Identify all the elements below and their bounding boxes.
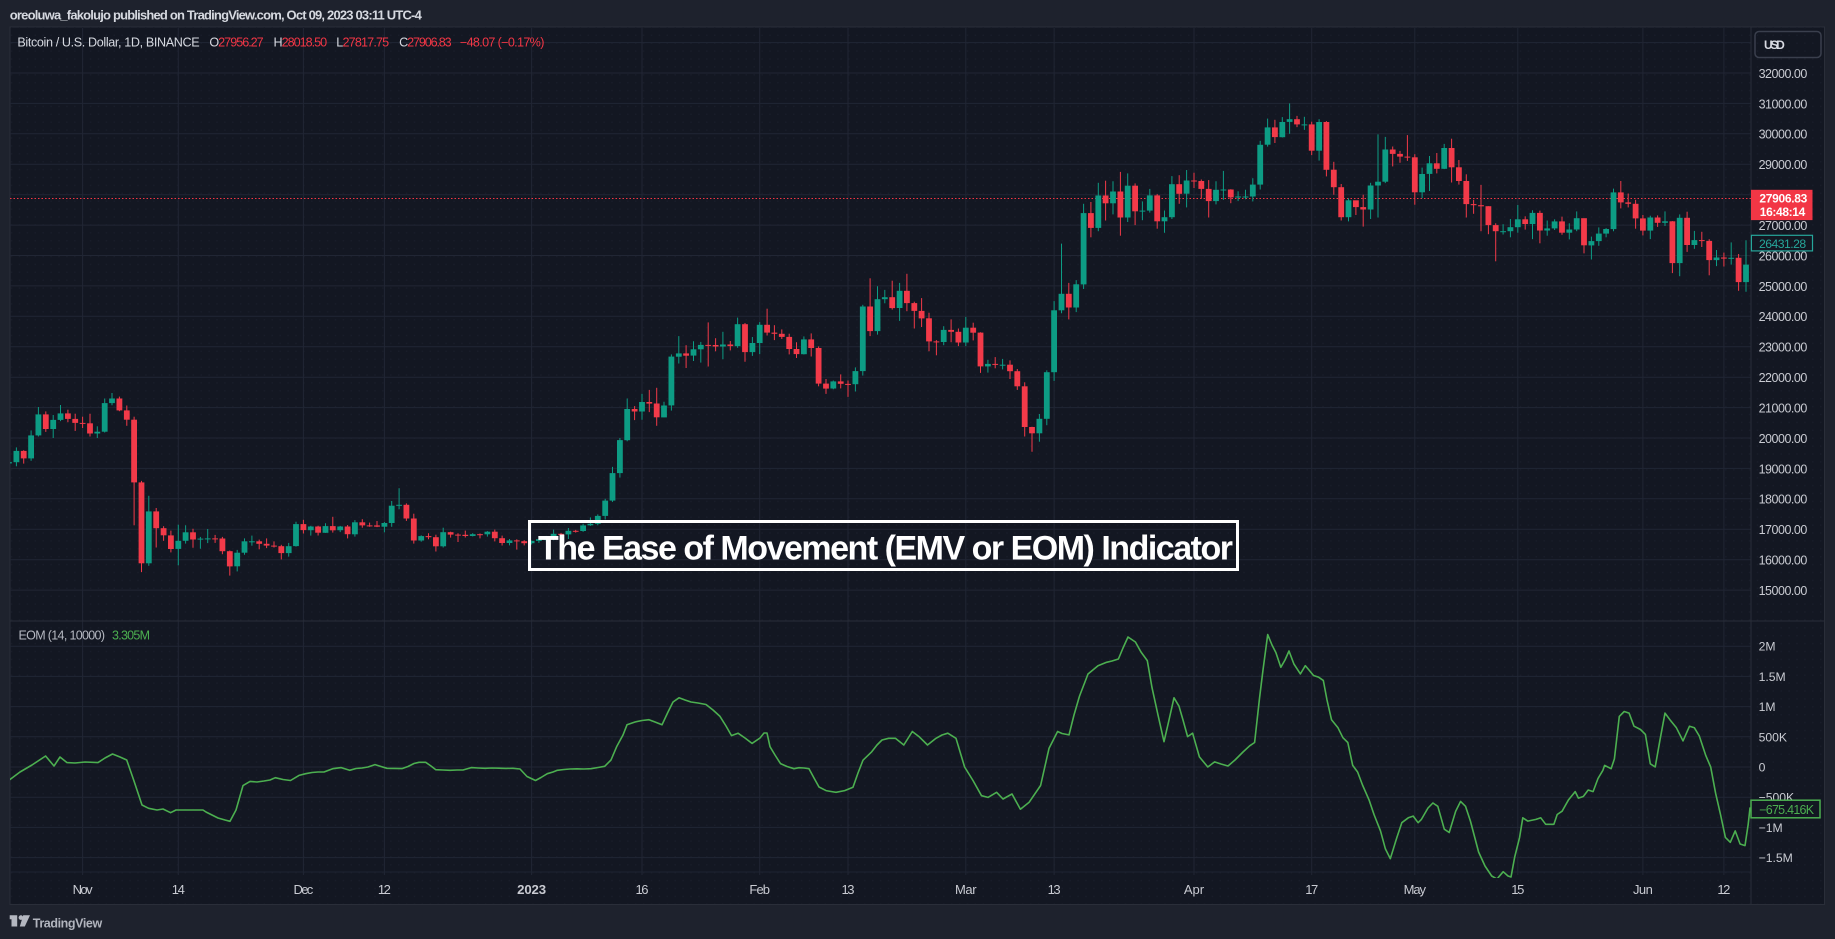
svg-text:13: 13 xyxy=(1048,882,1061,897)
svg-text:16: 16 xyxy=(636,882,649,897)
svg-text:23000.00: 23000.00 xyxy=(1759,341,1808,355)
svg-text:20000.00: 20000.00 xyxy=(1759,432,1808,446)
svg-text:26431.28: 26431.28 xyxy=(1759,237,1806,251)
svg-text:21000.00: 21000.00 xyxy=(1759,402,1808,416)
svg-text:27000.00: 27000.00 xyxy=(1759,219,1808,233)
svg-text:May: May xyxy=(1404,882,1427,897)
svg-text:18000.00: 18000.00 xyxy=(1759,493,1808,507)
svg-text:13: 13 xyxy=(842,882,855,897)
svg-text:32000.00: 32000.00 xyxy=(1759,67,1808,81)
svg-text:L27817.75: L27817.75 xyxy=(336,35,389,49)
svg-text:−675.416K: −675.416K xyxy=(1759,803,1815,817)
svg-text:16000.00: 16000.00 xyxy=(1759,554,1808,568)
svg-text:31000.00: 31000.00 xyxy=(1759,97,1808,111)
svg-text:12: 12 xyxy=(1717,882,1730,897)
svg-text:12: 12 xyxy=(378,882,391,897)
svg-text:29000.00: 29000.00 xyxy=(1759,158,1808,172)
svg-text:0: 0 xyxy=(1759,761,1766,775)
svg-text:2023: 2023 xyxy=(517,882,546,897)
svg-text:3.305M: 3.305M xyxy=(112,629,150,643)
svg-text:oreoluwa_fakolujo published on: oreoluwa_fakolujo published on TradingVi… xyxy=(10,7,423,22)
svg-text:30000.00: 30000.00 xyxy=(1759,128,1808,142)
svg-text:17000.00: 17000.00 xyxy=(1759,523,1808,537)
svg-text:15: 15 xyxy=(1511,882,1524,897)
svg-text:25000.00: 25000.00 xyxy=(1759,280,1808,294)
svg-text:1.5M: 1.5M xyxy=(1759,670,1786,684)
svg-text:Jun: Jun xyxy=(1633,882,1653,897)
svg-text:19000.00: 19000.00 xyxy=(1759,462,1808,476)
svg-text:Nov: Nov xyxy=(73,882,94,897)
svg-text:Mar: Mar xyxy=(955,882,977,897)
svg-text:−1.5M: −1.5M xyxy=(1759,851,1793,865)
svg-text:Feb: Feb xyxy=(749,882,770,897)
svg-text:14: 14 xyxy=(172,882,185,897)
svg-text:16:48:14: 16:48:14 xyxy=(1760,205,1806,219)
svg-text:C27906.83: C27906.83 xyxy=(399,35,452,49)
svg-text:−1M: −1M xyxy=(1759,821,1783,835)
svg-text:−48.07 (−0.17%): −48.07 (−0.17%) xyxy=(460,35,545,49)
svg-text:H28018.50: H28018.50 xyxy=(274,35,328,49)
svg-text:24000.00: 24000.00 xyxy=(1759,310,1808,324)
svg-text:The Ease of Movement (EMV or E: The Ease of Movement (EMV or EOM) Indica… xyxy=(538,529,1233,567)
svg-text:O27956.27: O27956.27 xyxy=(209,35,263,49)
svg-text:27906.83: 27906.83 xyxy=(1759,191,1807,205)
svg-text:15000.00: 15000.00 xyxy=(1759,584,1808,598)
svg-text:1M: 1M xyxy=(1759,700,1776,714)
svg-text:17: 17 xyxy=(1305,882,1318,897)
svg-text:500K: 500K xyxy=(1759,730,1787,744)
svg-text:Apr: Apr xyxy=(1184,882,1205,897)
svg-text:2M: 2M xyxy=(1759,640,1776,654)
svg-text:26000.00: 26000.00 xyxy=(1759,249,1808,263)
svg-text:22000.00: 22000.00 xyxy=(1759,371,1808,385)
svg-text:Dec: Dec xyxy=(294,882,314,897)
svg-text:USD: USD xyxy=(1764,38,1785,52)
svg-text:TradingView: TradingView xyxy=(33,916,103,930)
svg-text:EOM (14, 10000): EOM (14, 10000) xyxy=(19,629,106,643)
svg-text:Bitcoin / U.S. Dollar, 1D, BIN: Bitcoin / U.S. Dollar, 1D, BINANCE xyxy=(17,35,199,49)
